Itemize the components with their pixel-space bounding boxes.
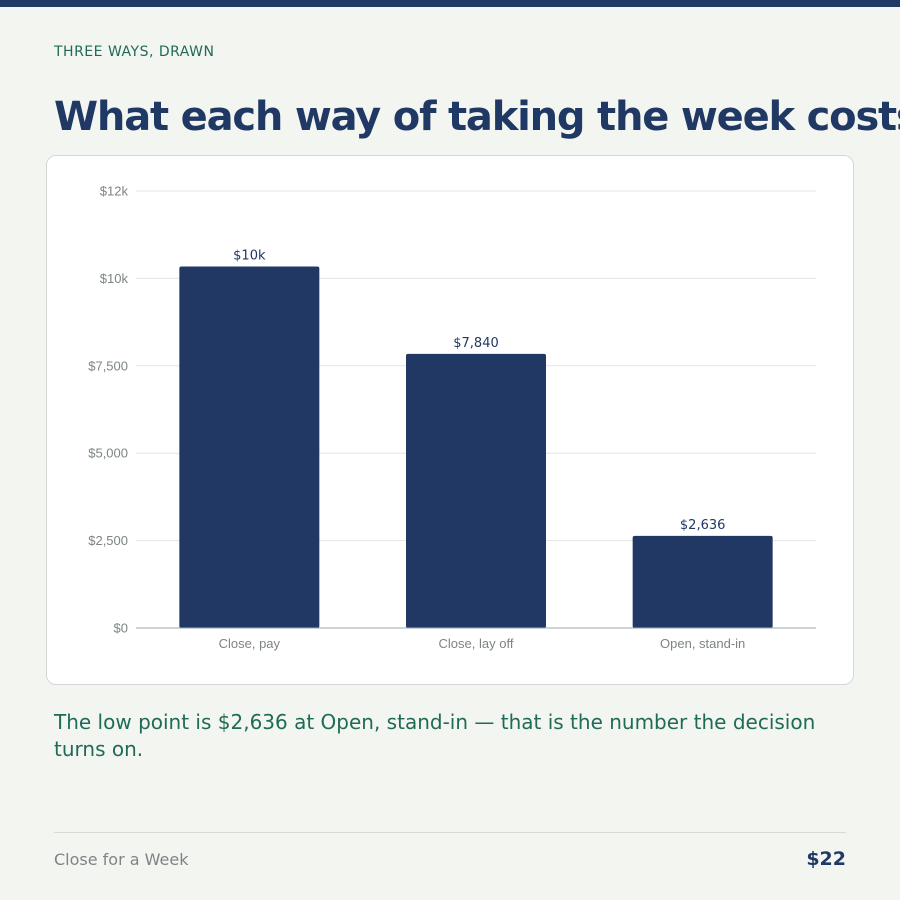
footer-divider	[54, 832, 846, 833]
y-tick-label: $10k	[100, 271, 129, 286]
y-tick-label: $7,500	[88, 358, 128, 373]
x-category-label: Close, lay off	[439, 636, 514, 651]
eyebrow-label: THREE WAYS, DRAWN	[54, 44, 215, 60]
bar-value-label: $2,636	[680, 518, 726, 533]
x-category-label: Close, pay	[219, 636, 281, 651]
y-tick-label: $5,000	[88, 446, 128, 461]
top-accent-bar	[0, 0, 900, 7]
bar-open-stand-in	[632, 535, 773, 628]
y-axis-ticks: $0 $2,500 $5,000 $7,500 $10k $12k	[88, 184, 128, 636]
value-labels: $10k $7,840 $2,636	[233, 249, 725, 533]
y-tick-label: $2,500	[88, 533, 128, 548]
bar-value-label: $7,840	[453, 336, 499, 351]
bar-value-label: $10k	[233, 249, 266, 264]
x-axis-labels: Close, pay Close, lay off Open, stand-in	[219, 636, 746, 651]
bar-chart: $0$2,500$5,000$7,500$10k$12k $10k$7,840$…	[88, 184, 816, 651]
bar-close-lay-off	[406, 353, 546, 628]
chart-card: $0 $2,500 $5,000 $7,500 $10k $12k $10k $7,840 $…	[46, 155, 854, 685]
footer-title: Close for a Week	[54, 850, 189, 869]
bars	[179, 266, 773, 628]
bar-close-pay	[179, 266, 320, 628]
footer-price: $22	[806, 848, 846, 870]
page-title: What each way of taking the week costs	[54, 94, 900, 140]
x-category-label: Open, stand-in	[660, 636, 745, 651]
y-tick-label: $0	[114, 621, 128, 636]
y-tick-label: $12k	[100, 184, 129, 199]
insight-text: The low point is $2,636 at Open, stand-i…	[54, 710, 816, 761]
